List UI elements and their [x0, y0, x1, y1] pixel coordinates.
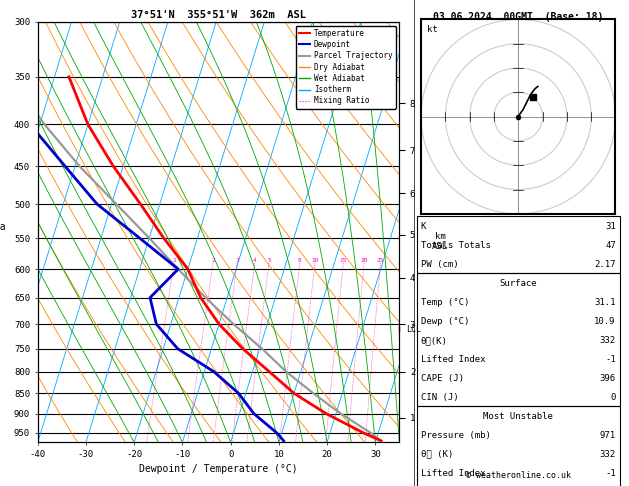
Text: Lifted Index: Lifted Index [421, 355, 486, 364]
Text: © weatheronline.co.uk: © weatheronline.co.uk [466, 471, 571, 480]
Text: θᴄ(K): θᴄ(K) [421, 336, 448, 345]
Text: Temp (°C): Temp (°C) [421, 298, 469, 307]
Text: 31.1: 31.1 [594, 298, 616, 307]
Text: Surface: Surface [499, 279, 537, 288]
Y-axis label: hPa: hPa [0, 222, 6, 232]
X-axis label: Dewpoint / Temperature (°C): Dewpoint / Temperature (°C) [139, 465, 298, 474]
Text: 332: 332 [599, 336, 616, 345]
Text: 1: 1 [172, 258, 176, 263]
Text: Pressure (mb): Pressure (mb) [421, 431, 491, 440]
Text: LCL: LCL [406, 325, 421, 333]
Text: 971: 971 [599, 431, 616, 440]
Text: 5: 5 [267, 258, 271, 263]
Text: Most Unstable: Most Unstable [483, 412, 554, 421]
Text: 2: 2 [211, 258, 215, 263]
Text: CIN (J): CIN (J) [421, 393, 459, 402]
Text: Lifted Index: Lifted Index [421, 469, 486, 478]
Text: 3: 3 [235, 258, 239, 263]
Text: 10: 10 [311, 258, 319, 263]
Text: 15: 15 [340, 258, 347, 263]
Text: 25: 25 [377, 258, 384, 263]
Text: 47: 47 [605, 241, 616, 250]
Text: 2.17: 2.17 [594, 260, 616, 269]
Text: Totals Totals: Totals Totals [421, 241, 491, 250]
Text: 0: 0 [610, 393, 616, 402]
Text: 8: 8 [298, 258, 302, 263]
Text: 20: 20 [360, 258, 368, 263]
Text: K: K [421, 222, 426, 231]
Text: 03.06.2024  00GMT  (Base: 18): 03.06.2024 00GMT (Base: 18) [433, 12, 603, 22]
Text: θᴄ (K): θᴄ (K) [421, 450, 453, 459]
Text: 396: 396 [599, 374, 616, 383]
Text: 4: 4 [253, 258, 257, 263]
Text: -1: -1 [605, 355, 616, 364]
Text: -1: -1 [605, 469, 616, 478]
Text: PW (cm): PW (cm) [421, 260, 459, 269]
Y-axis label: km
ASL: km ASL [432, 232, 448, 251]
Text: 10.9: 10.9 [594, 317, 616, 326]
Text: Dewp (°C): Dewp (°C) [421, 317, 469, 326]
Text: 332: 332 [599, 450, 616, 459]
Text: 31: 31 [605, 222, 616, 231]
Text: kt: kt [427, 25, 438, 35]
Title: 37°51'N  355°51'W  362m  ASL: 37°51'N 355°51'W 362m ASL [131, 10, 306, 20]
Legend: Temperature, Dewpoint, Parcel Trajectory, Dry Adiabat, Wet Adiabat, Isotherm, Mi: Temperature, Dewpoint, Parcel Trajectory… [296, 26, 396, 108]
Text: CAPE (J): CAPE (J) [421, 374, 464, 383]
